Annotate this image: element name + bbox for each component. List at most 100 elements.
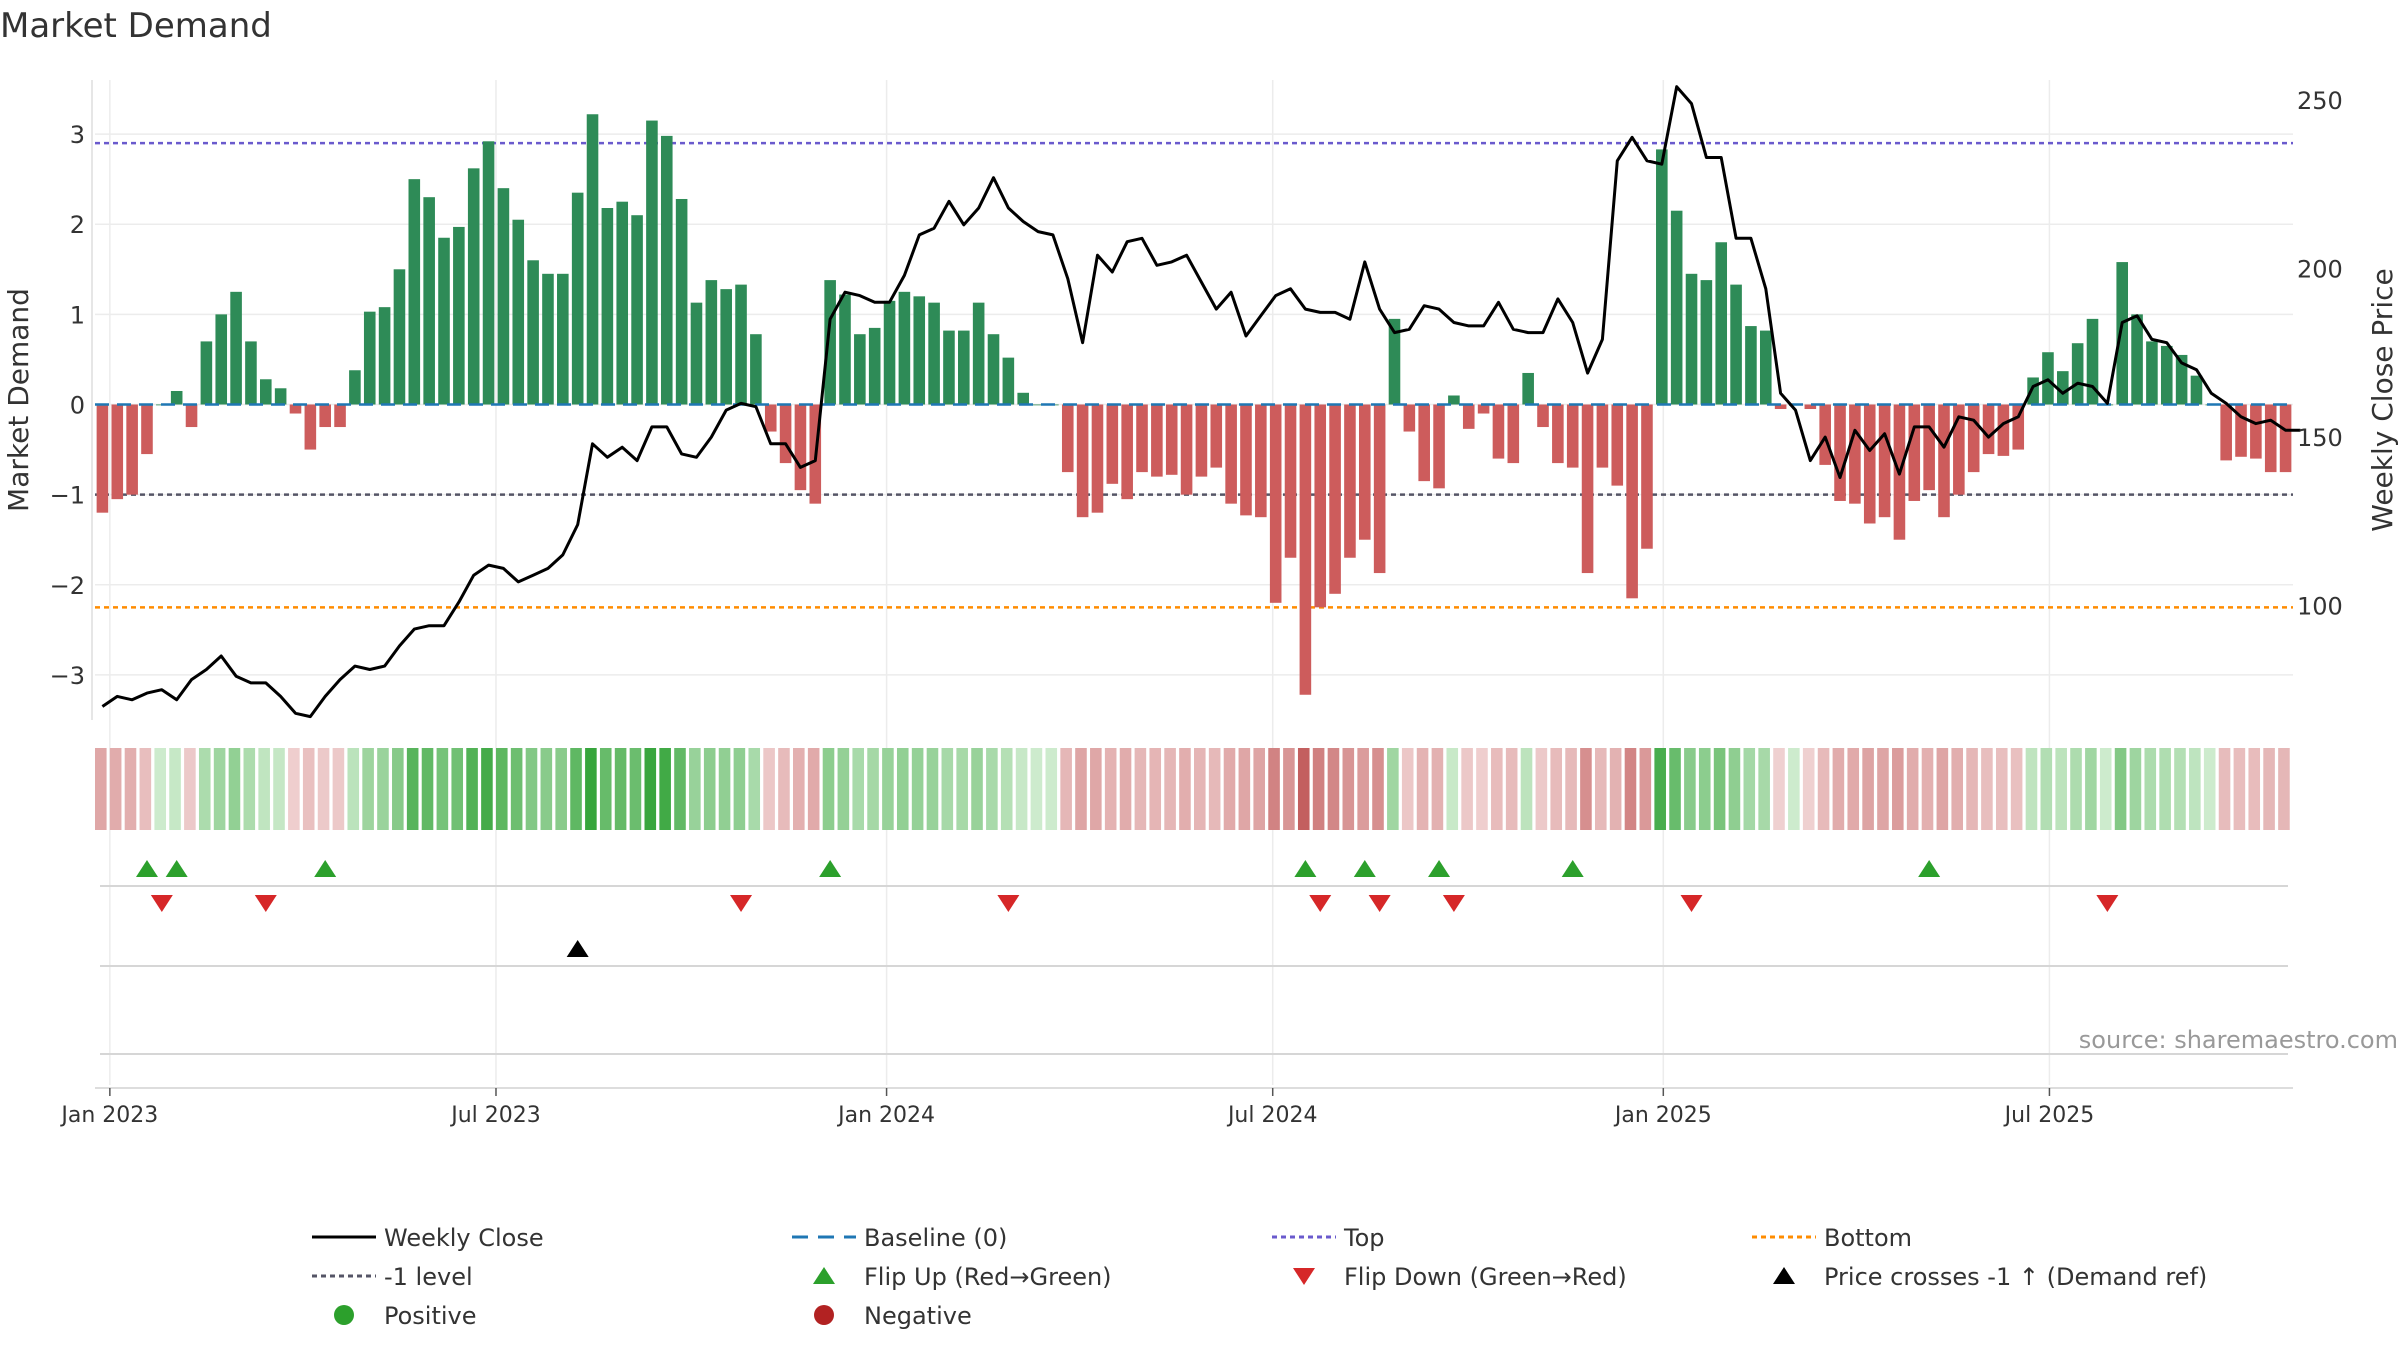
demand-bar (675, 198, 688, 405)
y-tick-label: 2 (70, 211, 85, 239)
heat-cell (1892, 748, 1904, 830)
demand-bar (1344, 404, 1356, 558)
demand-bar (2160, 345, 2173, 405)
heat-cell (95, 748, 107, 830)
demand-bar (1269, 404, 1282, 603)
heat-cell (1134, 748, 1147, 830)
demand-bar (1492, 404, 1505, 459)
heat-cell (288, 748, 300, 830)
heat-cell (1877, 748, 1889, 830)
demand-bar (1032, 404, 1044, 406)
heat-cell (1788, 748, 1800, 830)
flip-down-marker (150, 895, 173, 912)
heat-cell (1387, 748, 1399, 830)
heat-cell (1580, 748, 1592, 830)
legend-flip-up-label: Flip Up (Red→Green) (864, 1263, 1112, 1291)
heat-cell (1981, 748, 1993, 830)
heat-cell (2248, 748, 2261, 830)
heat-cell (1045, 748, 1058, 830)
demand-bar (274, 388, 287, 405)
demand-bar (259, 379, 272, 405)
demand-bar (868, 327, 881, 405)
heat-cell (1847, 748, 1860, 830)
flip-markers (100, 860, 2288, 1055)
demand-bar (2220, 404, 2232, 461)
demand-bar (1002, 357, 1015, 405)
legend-bottom-label: Bottom (1824, 1224, 1912, 1252)
heat-cell (2099, 748, 2112, 830)
heat-cell (466, 748, 478, 830)
heat-cell (109, 748, 122, 830)
demand-bar (1017, 392, 1030, 405)
heat-cell (510, 748, 523, 830)
demand-bar (527, 260, 539, 405)
heat-cell (1936, 748, 1949, 830)
demand-bar (1641, 404, 1653, 549)
flip-up-marker (1918, 860, 1941, 877)
demand-bar (854, 334, 866, 405)
heat-cell (718, 748, 731, 830)
demand-bar (616, 201, 629, 405)
heat-cell (1906, 748, 1919, 830)
heat-cell (1461, 748, 1473, 830)
demand-bar (408, 179, 421, 405)
demand-bar (1507, 404, 1520, 464)
demand-bar (438, 237, 450, 405)
demand-bar (1923, 404, 1935, 491)
demand-bar (304, 404, 317, 450)
demand-bar (631, 215, 643, 405)
demand-bar (750, 334, 762, 405)
heat-cell (852, 748, 865, 830)
heat-cell (733, 748, 746, 830)
x-tick-label: Jan 2025 (1613, 1103, 1712, 1128)
demand-bar (1076, 404, 1089, 518)
demand-bar (1180, 404, 1193, 495)
heat-cell (2144, 748, 2157, 830)
demand-bar (1299, 404, 1312, 695)
x-tick-label: Jul 2025 (2003, 1103, 2095, 1128)
demand-bar (319, 404, 331, 428)
x-tick-label: Jul 2024 (1226, 1103, 1318, 1128)
demand-bar (690, 302, 703, 405)
heat-cell (599, 748, 612, 830)
demand-bar (1477, 404, 1490, 414)
heat-cell (1297, 748, 1310, 830)
demand-bar (1136, 404, 1148, 473)
demand-bar (126, 404, 138, 495)
heat-cell (2085, 748, 2097, 830)
demand-bar (735, 284, 747, 405)
demand-bar (779, 404, 792, 464)
flip-down-marker (1680, 895, 1703, 912)
demand-bar (215, 314, 228, 405)
heat-cell (2263, 748, 2275, 830)
demand-bar (586, 114, 599, 405)
demand-bar (2190, 375, 2203, 405)
demand-bar (200, 341, 213, 405)
demand-bar (1626, 404, 1638, 599)
y2-tick-label: 150 (2297, 424, 2343, 452)
demand-bar (2279, 404, 2292, 473)
heat-cell (1535, 748, 1548, 830)
demand-bar (1210, 404, 1223, 468)
flip-up-marker (165, 860, 188, 877)
legend-price-cross-swatch (1773, 1267, 1795, 1284)
legend-flip-down-swatch (1293, 1268, 1315, 1285)
heat-cell (1639, 748, 1652, 830)
demand-bar (1225, 404, 1237, 504)
demand-bar (512, 219, 525, 405)
heat-cell (1951, 748, 1964, 830)
heat-cell (1550, 748, 1563, 830)
heat-cell (585, 748, 597, 830)
heat-cell (1832, 748, 1845, 830)
legend-weekly-close-label: Weekly Close (384, 1224, 544, 1252)
heat-cell (1253, 748, 1265, 830)
heat-cell (2233, 748, 2246, 830)
heat-cell (273, 748, 285, 830)
y2-tick-label: 200 (2297, 256, 2343, 284)
demand-bar (839, 294, 851, 405)
demand-bar (230, 291, 242, 405)
demand-bar (1061, 404, 1074, 473)
y2-axis-label: Weekly Close Price (2366, 268, 2399, 531)
heat-cell (1030, 748, 1043, 830)
